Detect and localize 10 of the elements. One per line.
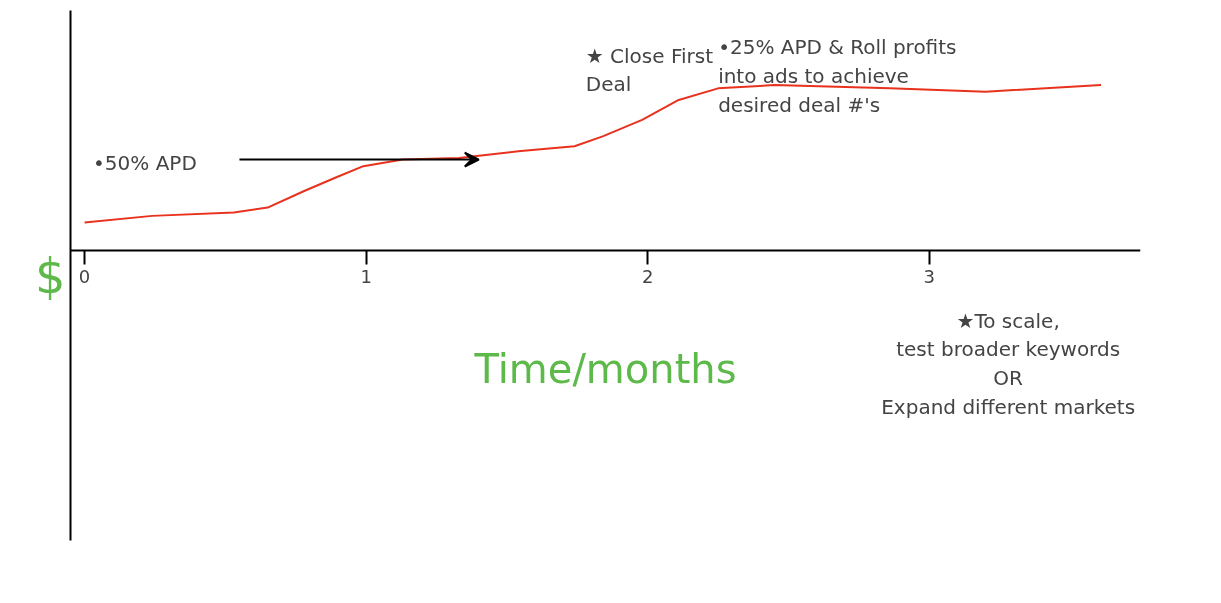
x-tick-label: 0 — [78, 265, 91, 287]
text: ★To scale, test broader keywords OR Expand different markets — [881, 308, 1136, 420]
annotation: •50% APD — [93, 151, 197, 176]
x-tick-label: 1 — [360, 265, 372, 287]
x-axis-title: Time/months — [473, 345, 737, 392]
annotation: ★ Close First Deal — [585, 43, 714, 97]
annotation: •25% APD & Roll profits into ads to achieve desired deal #'s — [718, 35, 957, 117]
x-tick-label: 2 — [642, 265, 654, 287]
x-tick-label: 3 — [923, 265, 936, 287]
y-axis-title: $ — [34, 247, 66, 304]
